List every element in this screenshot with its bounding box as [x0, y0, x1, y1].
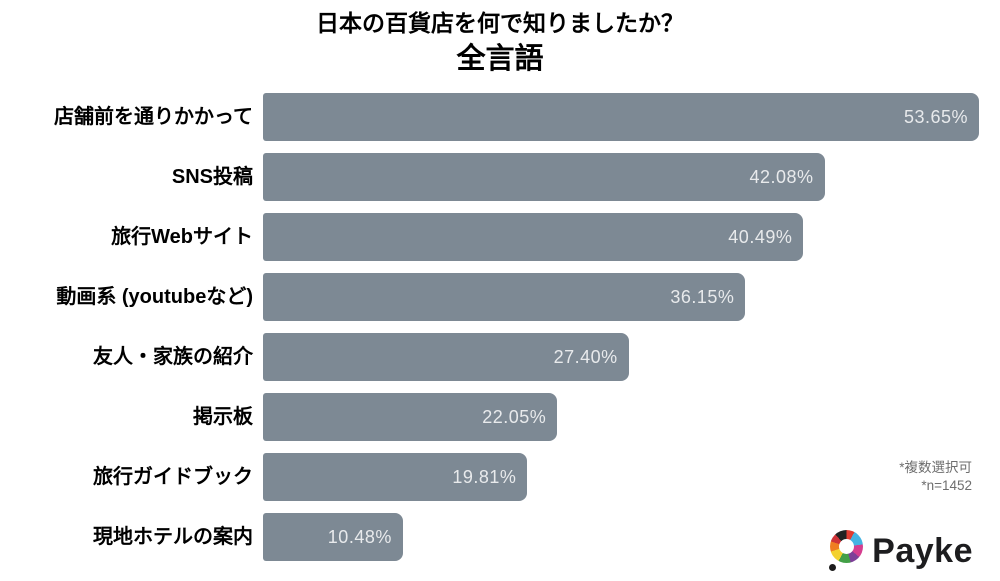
bar-row: 旅行ガイドブック 19.81% — [0, 453, 1000, 501]
category-label: 旅行ガイドブック — [93, 466, 253, 488]
bar: 40.49% — [263, 213, 804, 261]
bar-row: 店舗前を通りかかって 53.65% — [0, 93, 1000, 141]
bar-value-label: 10.48% — [327, 526, 392, 547]
bar-row: 友人・家族の紹介 27.40% — [0, 333, 1000, 381]
category-label: 店舗前を通りかかって — [54, 106, 253, 128]
category-label: 友人・家族の紹介 — [93, 346, 253, 368]
bar-track: 10.48% — [263, 513, 979, 561]
bar-track: 53.65% — [263, 93, 979, 141]
bar: 42.08% — [263, 153, 825, 201]
payke-logo: Payke — [828, 529, 973, 572]
bar: 19.81% — [263, 453, 528, 501]
bar-chart: 店舗前を通りかかって 53.65% SNS投稿 42.08% 旅行Webサイト 40.49… — [0, 93, 1000, 573]
payke-ring-hole — [839, 539, 855, 554]
category-label: 動画系 (youtubeなど) — [56, 286, 253, 308]
category-label: 掲示板 — [193, 406, 253, 428]
bar-value-label: 40.49% — [728, 226, 793, 247]
bar: 53.65% — [263, 93, 979, 141]
bar-row: 現地ホテルの案内 10.48% — [0, 513, 1000, 561]
bar: 36.15% — [263, 273, 746, 321]
bar-value-label: 42.08% — [749, 166, 814, 187]
bar-track: 19.81% — [263, 453, 979, 501]
bar: 10.48% — [263, 513, 403, 561]
bar-value-label: 36.15% — [670, 286, 735, 307]
bar-track: 40.49% — [263, 213, 979, 261]
bar-row: 掲示板 22.05% — [0, 393, 1000, 441]
bar-row: 動画系 (youtubeなど) 36.15% — [0, 273, 1000, 321]
category-label: 現地ホテルの案内 — [93, 526, 253, 548]
bar-value-label: 27.40% — [553, 346, 618, 367]
category-label: 旅行Webサイト — [111, 226, 253, 248]
note-sample-size: *n=1452 — [921, 477, 972, 493]
bar-track: 42.08% — [263, 153, 979, 201]
bar-track: 22.05% — [263, 393, 979, 441]
bar-value-label: 53.65% — [903, 106, 968, 127]
payke-logo-text: Payke — [872, 531, 973, 570]
bar-value-label: 22.05% — [482, 406, 547, 427]
bar: 27.40% — [263, 333, 629, 381]
chart-subtitle: 全言語 — [456, 43, 544, 75]
bar-track: 36.15% — [263, 273, 979, 321]
bar-row: SNS投稿 42.08% — [0, 153, 1000, 201]
chart-title: 日本の百貨店を何で知りましたか？ — [316, 10, 684, 36]
bar-row: 旅行Webサイト 40.49% — [0, 213, 1000, 261]
bar-track: 27.40% — [263, 333, 979, 381]
chart-notes: *複数選択可 *n=1452 — [899, 459, 972, 494]
bar: 22.05% — [263, 393, 558, 441]
payke-logo-icon — [828, 529, 864, 572]
payke-dot-shape — [829, 564, 837, 571]
bar-value-label: 19.81% — [452, 466, 517, 487]
note-multiple-choice: *複数選択可 — [899, 460, 972, 475]
category-label: SNS投稿 — [171, 166, 253, 188]
